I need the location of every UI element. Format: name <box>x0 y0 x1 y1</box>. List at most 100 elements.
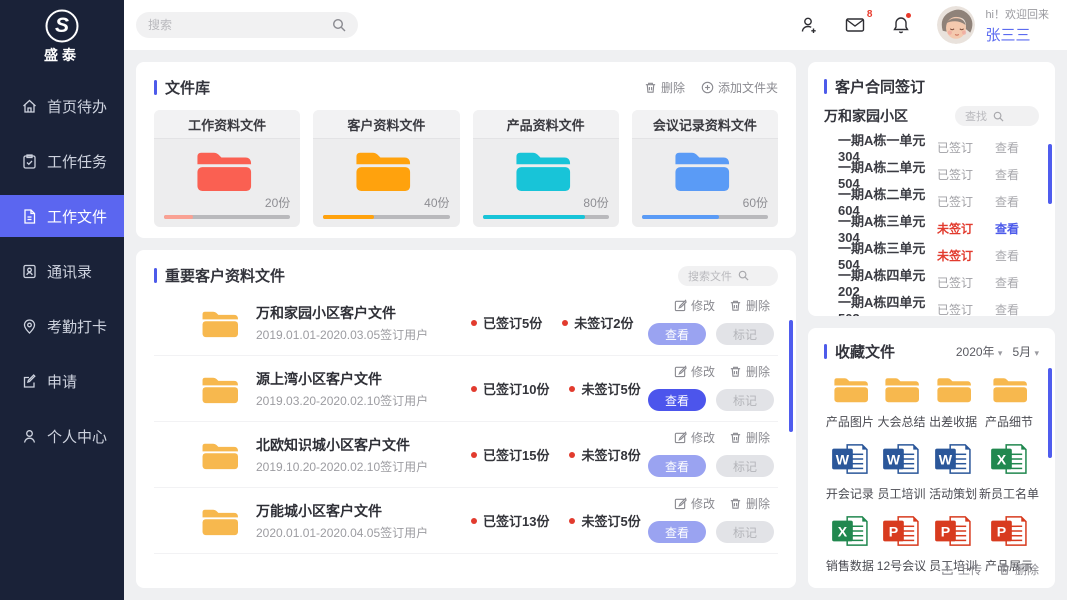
contract-view-link[interactable]: 查看 <box>995 302 1020 317</box>
folder-progress <box>641 215 768 219</box>
favorite-file[interactable]: 产品细节 <box>979 374 1039 430</box>
important-files-card: 重要客户资料文件 搜索文件 万和家园小区客户文件 2019.01.01-2020… <box>136 250 796 588</box>
contract-view-link[interactable]: 查看 <box>995 275 1020 290</box>
library-folder-tile[interactable]: 产品资料文件 80份 <box>472 110 619 227</box>
delete-button[interactable]: 删除 <box>729 429 770 446</box>
mark-button[interactable]: 标记 <box>716 521 774 543</box>
library-folder-tile[interactable]: 工作资料文件 20份 <box>154 110 301 227</box>
contract-view-link[interactable]: 查看 <box>995 221 1020 236</box>
favorite-file-name: 员工培训 <box>929 559 978 573</box>
important-file-row[interactable]: 万和家园小区客户文件 2019.01.01-2020.03.05签订用户 已签订… <box>154 290 778 356</box>
contract-row[interactable]: 一期A栋四单元202 已签订 查看 <box>824 265 1039 299</box>
contracts-search-input[interactable]: 查找 <box>955 106 1039 126</box>
contract-status: 未签订 <box>937 221 974 236</box>
username[interactable]: 张三三 <box>985 26 1031 44</box>
contract-view-link[interactable]: 查看 <box>995 194 1020 209</box>
view-button[interactable]: 查看 <box>648 521 706 543</box>
contract-view-link[interactable]: 查看 <box>995 140 1020 155</box>
contract-row[interactable]: 一期A栋二单元504 已签订 查看 <box>824 157 1039 191</box>
contract-view-link[interactable]: 查看 <box>995 167 1020 182</box>
favorites-scrollbar[interactable] <box>1048 368 1052 458</box>
favorite-file[interactable]: P 12号会议 <box>876 515 928 574</box>
folder-icon <box>200 439 238 470</box>
avatar[interactable] <box>937 6 976 44</box>
important-file-row[interactable]: 万能城小区客户文件 2020.01.01-2020.04.05签订用户 已签订1… <box>154 488 778 554</box>
red-dot-icon <box>569 385 576 392</box>
sidebar-item-contacts[interactable]: 通讯录 <box>0 250 124 292</box>
modify-button[interactable]: 修改 <box>674 495 715 512</box>
favorite-file[interactable]: 大会总结 <box>876 374 928 430</box>
sidebar-item-home[interactable]: 首页待办 <box>0 85 124 127</box>
contract-unit: 一期A栋二单元604 <box>838 187 926 218</box>
month-select[interactable]: 5月 ▾ <box>1012 345 1039 359</box>
contract-row[interactable]: 一期A栋四单元503 已签订 查看 <box>824 292 1039 316</box>
delete-button[interactable]: 删除 <box>729 297 770 314</box>
delete-button[interactable]: 删除 <box>729 495 770 512</box>
favorites-upload-button[interactable]: 上传 <box>941 561 982 578</box>
ppt-file-icon: P <box>990 515 1028 552</box>
library-folder-tile[interactable]: 会议记录资料文件 60份 <box>631 110 778 227</box>
customer-file-name: 万和家园小区客户文件 <box>256 304 396 321</box>
favorite-file[interactable]: X 销售数据 <box>824 515 876 574</box>
sidebar-item-document[interactable]: 工作文件 <box>0 195 124 237</box>
favorites-title: 收藏文件 <box>835 344 896 361</box>
add-user-icon[interactable] <box>799 15 819 35</box>
contract-view-link[interactable]: 查看 <box>995 248 1020 263</box>
important-file-row[interactable]: 源上湾小区客户文件 2019.03.20-2020.02.10签订用户 已签订1… <box>154 356 778 422</box>
view-button[interactable]: 查看 <box>648 389 706 411</box>
bell-icon[interactable] <box>891 13 912 35</box>
modify-button[interactable]: 修改 <box>674 297 715 314</box>
library-delete-button[interactable]: 删除 <box>644 79 685 96</box>
favorite-file[interactable]: W 开会记录 <box>824 443 876 502</box>
chevron-down-icon: ▾ <box>997 348 1003 358</box>
favorite-file[interactable]: P 员工培训 <box>927 515 979 574</box>
library-add-folder-button[interactable]: 添加文件夹 <box>701 79 778 96</box>
year-select[interactable]: 2020年 ▾ <box>955 345 1003 359</box>
modify-button[interactable]: 修改 <box>674 363 715 380</box>
svg-text:X: X <box>838 524 848 540</box>
contract-row[interactable]: 一期A栋三单元304 未签订 查看 <box>824 211 1039 245</box>
global-search-input[interactable] <box>148 18 332 32</box>
mark-button[interactable]: 标记 <box>716 389 774 411</box>
contacts-icon <box>21 263 38 280</box>
sidebar-item-label: 个人中心 <box>47 428 108 446</box>
sidebar-item-location[interactable]: 考勤打卡 <box>0 305 124 347</box>
library-folder-tile[interactable]: 客户资料文件 40份 <box>313 110 460 227</box>
contract-row[interactable]: 一期A栋二单元604 已签订 查看 <box>824 184 1039 218</box>
modify-button[interactable]: 修改 <box>674 429 715 446</box>
global-search[interactable] <box>136 12 358 38</box>
favorite-file-name: 大会总结 <box>877 415 926 429</box>
favorite-file-name: 员工培训 <box>877 487 926 501</box>
section-accent-bar <box>154 268 157 283</box>
contract-status: 已签订 <box>937 275 974 290</box>
delete-button[interactable]: 删除 <box>729 363 770 380</box>
sidebar-item-tasks[interactable]: 工作任务 <box>0 140 124 182</box>
important-search-input[interactable]: 搜索文件 <box>678 265 778 286</box>
favorite-file[interactable]: X 新员工名单 <box>979 443 1039 502</box>
sidebar-item-label: 首页待办 <box>47 98 108 116</box>
user-area[interactable]: hi！欢迎回来 张三三 <box>937 6 1049 45</box>
favorites-delete-button[interactable]: 删除 <box>998 561 1039 578</box>
mark-button[interactable]: 标记 <box>716 455 774 477</box>
favorite-file[interactable]: 产品图片 <box>824 374 876 430</box>
favorite-file[interactable]: W 员工培训 <box>876 443 928 502</box>
contracts-scrollbar[interactable] <box>1048 144 1052 204</box>
mark-button[interactable]: 标记 <box>716 323 774 345</box>
important-file-row[interactable]: 北欧知识城小区客户文件 2019.10.20-2020.02.10签订用户 已签… <box>154 422 778 488</box>
important-title: 重要客户资料文件 <box>165 268 286 285</box>
view-button[interactable]: 查看 <box>648 323 706 345</box>
folder-icon <box>200 505 238 536</box>
upload-icon <box>942 564 953 575</box>
view-button[interactable]: 查看 <box>648 455 706 477</box>
favorite-file[interactable]: W 活动策划 <box>927 443 979 502</box>
customer-file-name: 北欧知识城小区客户文件 <box>256 436 410 453</box>
svg-text:X: X <box>997 452 1007 468</box>
sidebar-item-apply[interactable]: 申请 <box>0 360 124 402</box>
favorite-file[interactable]: P 产品展示 <box>979 515 1039 574</box>
sidebar-item-user[interactable]: 个人中心 <box>0 415 124 457</box>
contract-row[interactable]: 一期A栋三单元504 未签订 查看 <box>824 238 1039 272</box>
contract-row[interactable]: 一期A栋一单元304 已签订 查看 <box>824 130 1039 164</box>
mail-icon[interactable]: 8 <box>845 9 872 35</box>
important-scrollbar[interactable] <box>789 320 793 432</box>
favorite-file[interactable]: 出差收据 <box>927 374 979 430</box>
